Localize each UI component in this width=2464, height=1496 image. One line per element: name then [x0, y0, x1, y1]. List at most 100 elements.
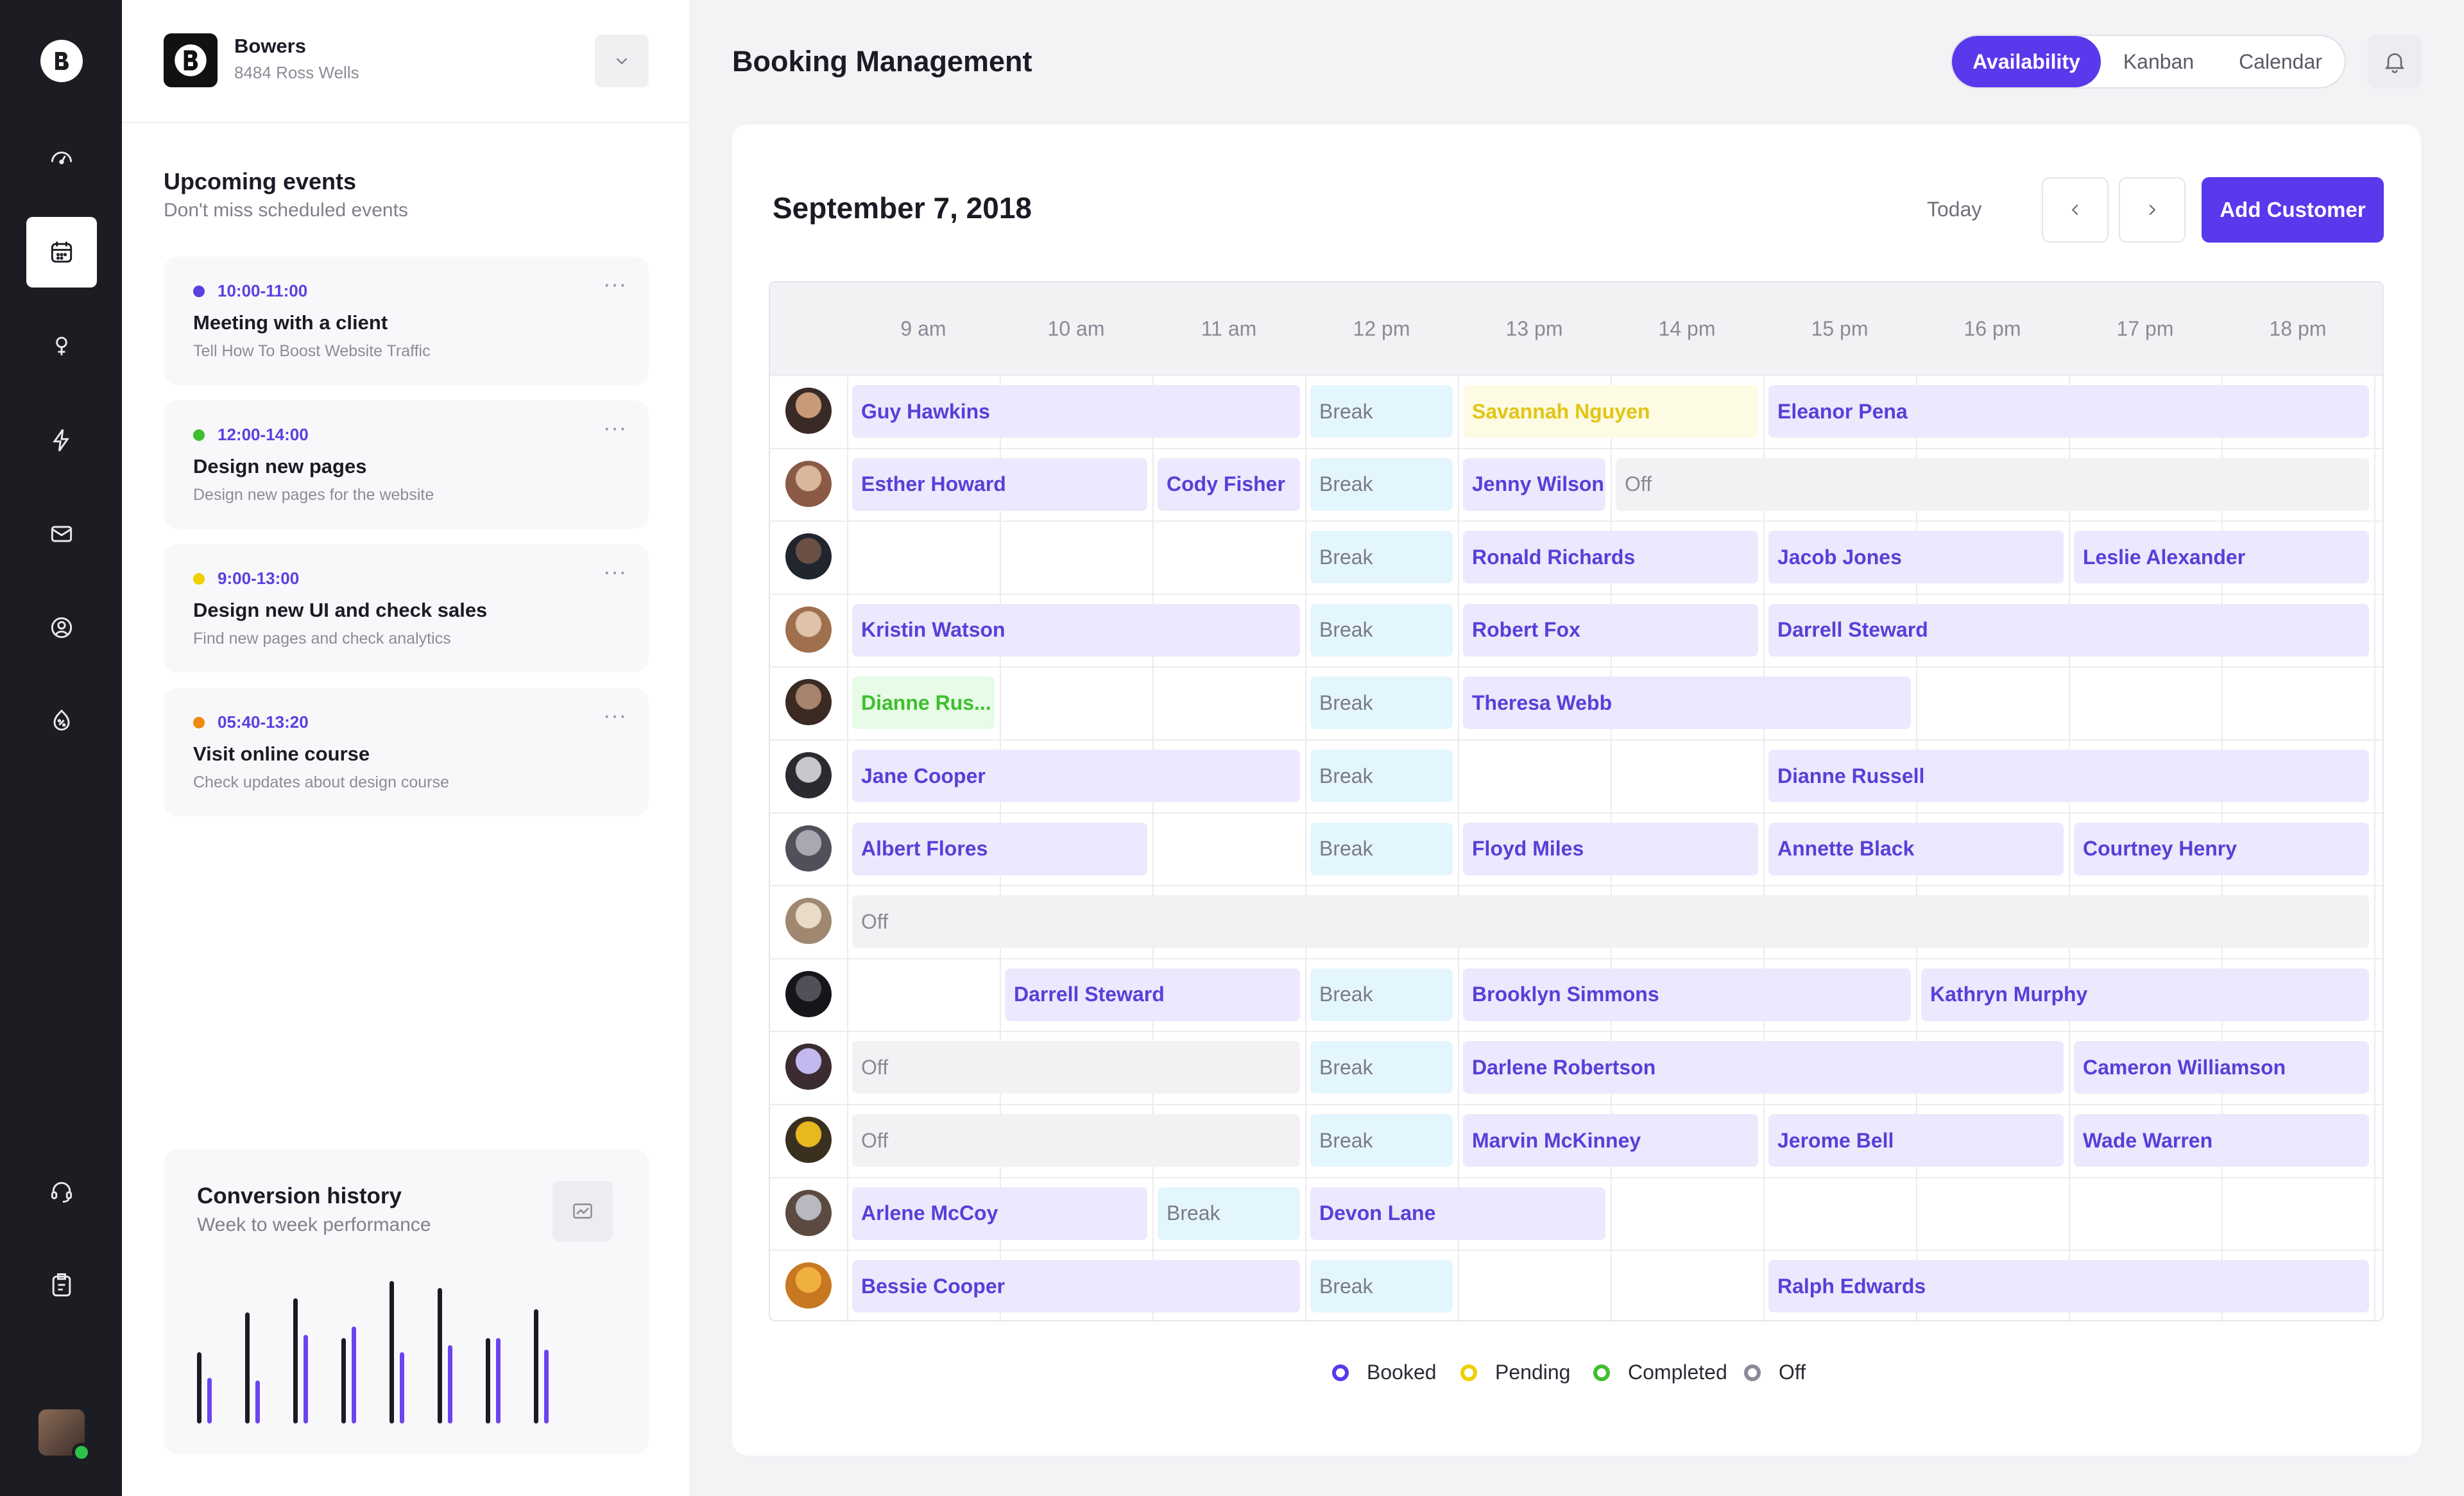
rail-dashboard[interactable] — [26, 122, 97, 193]
business-dropdown-button[interactable] — [595, 35, 649, 87]
tab-calendar[interactable]: Calendar — [2239, 49, 2322, 73]
staff-avatar[interactable] — [785, 1262, 832, 1309]
booking-block[interactable]: Jerome Bell — [1768, 1114, 2064, 1167]
previous-day-button[interactable] — [2042, 177, 2109, 243]
booking-block[interactable]: Marvin McKinney — [1463, 1114, 1758, 1167]
booking-block[interactable]: Leslie Alexander — [2074, 531, 2369, 584]
break-block[interactable]: Break — [1310, 531, 1453, 584]
staff-avatar[interactable] — [785, 606, 832, 653]
booking-block[interactable]: Dianne Russell — [1768, 750, 2369, 802]
break-block[interactable]: Break — [1310, 1260, 1453, 1313]
rail-profile[interactable] — [26, 592, 97, 663]
rail-mail[interactable] — [26, 499, 97, 569]
booking-block[interactable]: Eleanor Pena — [1768, 385, 2369, 438]
booking-block[interactable]: Darlene Robertson — [1463, 1041, 2064, 1094]
booking-block[interactable]: Cameron Williamson — [2074, 1041, 2369, 1094]
tab-kanban[interactable]: Kanban — [2123, 49, 2194, 73]
tab-availability[interactable]: Availability — [1952, 36, 2101, 87]
booking-block[interactable]: Wade Warren — [2074, 1114, 2369, 1167]
more-options-icon[interactable]: ··· — [603, 272, 627, 297]
booking-block[interactable]: Floyd Miles — [1463, 822, 1758, 875]
break-block[interactable]: Break — [1310, 822, 1453, 875]
event-status-dot — [193, 286, 205, 297]
more-options-icon[interactable]: ··· — [603, 560, 627, 584]
booking-block[interactable]: Esther Howard — [852, 458, 1147, 511]
booking-block[interactable]: Jenny Wilson — [1463, 458, 1605, 511]
staff-avatar[interactable] — [785, 679, 832, 726]
rail-discounts[interactable] — [26, 686, 97, 757]
booking-block[interactable]: Courtney Henry — [2074, 822, 2369, 875]
break-block[interactable]: Break — [1310, 750, 1453, 802]
booking-block[interactable]: Ralph Edwards — [1768, 1260, 2369, 1313]
off-block[interactable]: Off — [852, 1114, 1300, 1167]
break-block[interactable]: Break — [1158, 1187, 1300, 1240]
online-status-indicator — [72, 1443, 91, 1462]
event-card[interactable]: 10:00-11:00 Meeting with a client Tell How… — [164, 257, 649, 385]
grid-column-line — [1305, 375, 1306, 1320]
booking-block[interactable]: Guy Hawkins — [852, 385, 1300, 438]
break-block[interactable]: Break — [1310, 458, 1453, 511]
add-customer-button[interactable]: Add Customer — [2202, 177, 2384, 243]
staff-avatar[interactable] — [785, 898, 832, 945]
legend-dot — [1744, 1364, 1761, 1381]
app-logo[interactable] — [40, 40, 83, 82]
legend-dot — [1593, 1364, 1610, 1381]
booking-block[interactable]: Kathryn Murphy — [1921, 968, 2369, 1021]
booking-block[interactable]: Kristin Watson — [852, 603, 1300, 657]
chart-options-button[interactable] — [552, 1181, 613, 1241]
break-block[interactable]: Break — [1310, 1114, 1453, 1167]
off-block[interactable]: Off — [1616, 458, 2369, 511]
rail-location[interactable] — [26, 311, 97, 381]
staff-avatar[interactable] — [785, 388, 832, 434]
staff-avatar[interactable] — [785, 1189, 832, 1236]
staff-avatar[interactable] — [785, 533, 832, 580]
break-block[interactable]: Break — [1310, 1041, 1453, 1094]
rail-calendar[interactable] — [26, 217, 97, 288]
booking-block[interactable]: Arlene McCoy — [852, 1187, 1147, 1240]
event-card[interactable]: 9:00-13:00 Design new UI and check sales F… — [164, 544, 649, 673]
staff-avatar[interactable] — [785, 970, 832, 1017]
grid-column-line — [1152, 375, 1154, 1320]
staff-avatar[interactable] — [785, 1044, 832, 1090]
staff-avatar[interactable] — [785, 460, 832, 507]
booking-block[interactable]: Dianne Rus... — [852, 676, 995, 730]
booking-block[interactable]: Bessie Cooper — [852, 1260, 1300, 1313]
rail-tasks[interactable] — [26, 1250, 97, 1320]
staff-avatar[interactable] — [785, 752, 832, 798]
break-block[interactable]: Break — [1310, 385, 1453, 438]
staff-avatar[interactable] — [785, 825, 832, 872]
user-avatar[interactable] — [38, 1409, 91, 1462]
booking-block[interactable]: Annette Black — [1768, 822, 2064, 875]
break-block[interactable]: Break — [1310, 676, 1453, 730]
booking-block[interactable]: Devon Lane — [1310, 1187, 1605, 1240]
booking-block[interactable]: Darrell Steward — [1005, 968, 1300, 1021]
event-card[interactable]: 05:40-13:20 Visit online course Check upda… — [164, 688, 649, 816]
booking-block[interactable]: Theresa Webb — [1463, 676, 1911, 730]
more-options-icon[interactable]: ··· — [603, 416, 627, 440]
hour-label: 17 pm — [2116, 316, 2174, 340]
rail-support[interactable] — [26, 1156, 97, 1226]
booking-block[interactable]: Cody Fisher — [1158, 458, 1300, 511]
conversion-bar-previous — [400, 1352, 404, 1423]
booking-block[interactable]: Ronald Richards — [1463, 531, 1758, 584]
conversion-bar-previous — [207, 1377, 212, 1423]
event-card[interactable]: 12:00-14:00 Design new pages Design new pa… — [164, 400, 649, 529]
next-day-button[interactable] — [2119, 177, 2186, 243]
more-options-icon[interactable]: ··· — [603, 703, 627, 728]
notifications-button[interactable] — [2368, 35, 2422, 89]
rail-activity[interactable] — [26, 405, 97, 476]
booking-block[interactable]: Darrell Steward — [1768, 603, 2369, 657]
break-block[interactable]: Break — [1310, 968, 1453, 1021]
off-block[interactable]: Off — [852, 895, 2369, 949]
staff-avatar[interactable] — [785, 1117, 832, 1163]
booking-block[interactable]: Savannah Nguyen — [1463, 385, 1758, 438]
booking-block[interactable]: Jacob Jones — [1768, 531, 2064, 584]
booking-block[interactable]: Brooklyn Simmons — [1463, 968, 1911, 1021]
break-block[interactable]: Break — [1310, 603, 1453, 657]
booking-block[interactable]: Albert Flores — [852, 822, 1147, 875]
event-status-dot — [193, 573, 205, 585]
booking-block[interactable]: Jane Cooper — [852, 750, 1300, 802]
off-block[interactable]: Off — [852, 1041, 1300, 1094]
booking-block[interactable]: Robert Fox — [1463, 603, 1758, 657]
today-button[interactable]: Today — [1927, 198, 1982, 221]
